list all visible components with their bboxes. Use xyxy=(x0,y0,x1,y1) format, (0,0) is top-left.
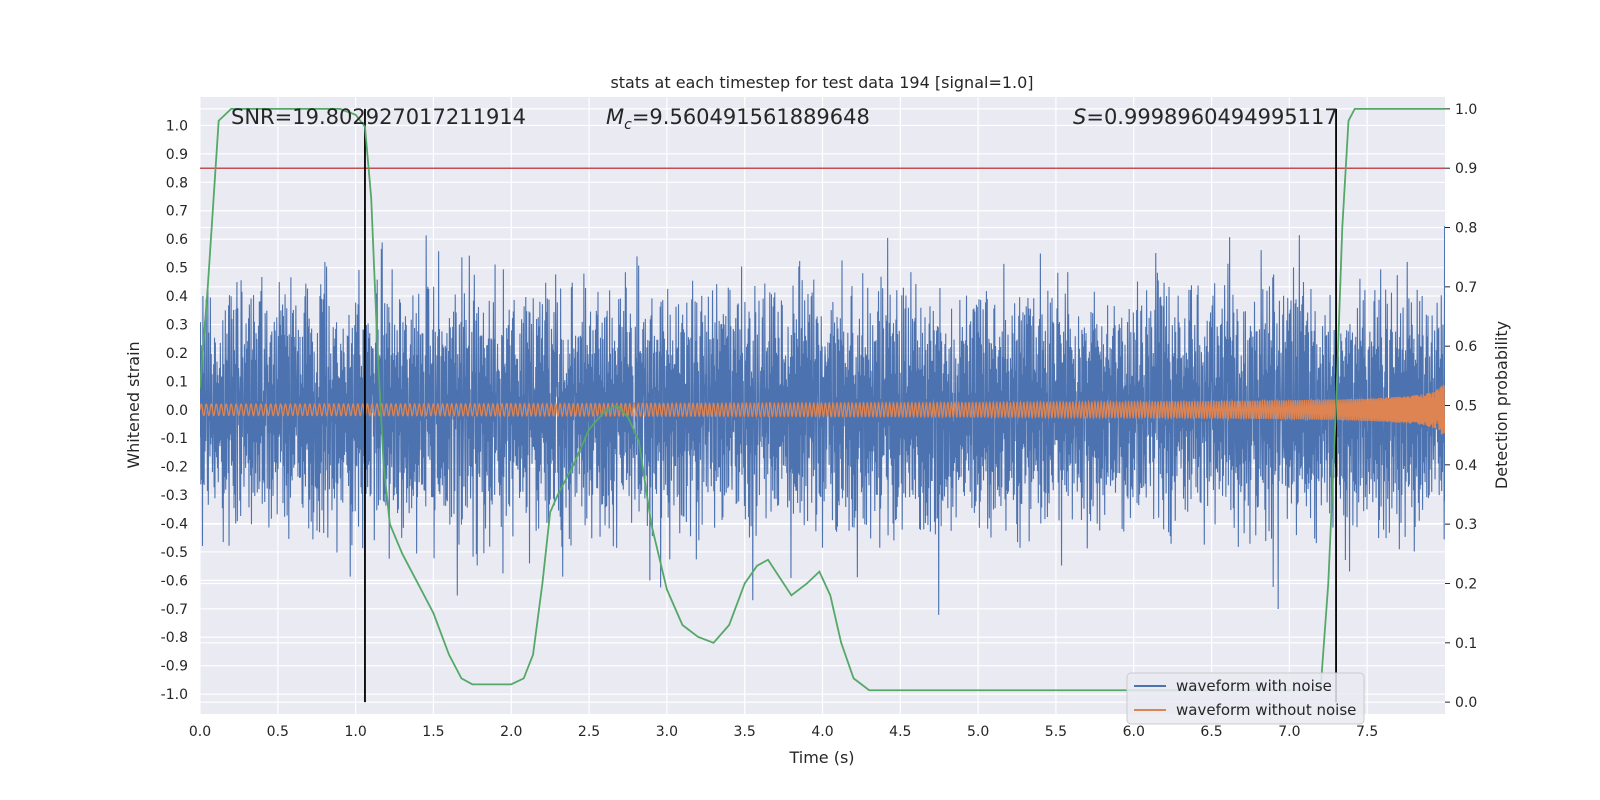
y2-tick-label: 0.5 xyxy=(1455,399,1477,415)
y-tick-label: -0.5 xyxy=(161,545,188,561)
left-axis-ticks: 1.0 0.9 0.8 0.7 0.6 0.5 0.4 0.3 0.2 0.1 0.0 -0.1 -0.… xyxy=(161,118,188,703)
x-tick-label: 6.5 xyxy=(1200,724,1222,740)
x-tick-label: 5.5 xyxy=(1045,724,1067,740)
y-tick-label: -1.0 xyxy=(161,687,188,703)
x-tick-label: 4.0 xyxy=(811,724,833,740)
y2-tick-label: 0.8 xyxy=(1455,221,1477,237)
y-tick-label: 0.6 xyxy=(166,232,188,248)
x-axis-ticks: 0.0 0.5 1.0 1.5 2.0 2.5 3.0 3.5 4.0 4.5 5.0 5.5 6.0 6… xyxy=(189,724,1378,740)
y-tick-label: -0.9 xyxy=(161,659,188,675)
y-tick-label: 0.1 xyxy=(166,374,188,390)
y-tick-label: 0.8 xyxy=(166,175,188,191)
y-tick-label: -0.2 xyxy=(161,460,188,476)
y-tick-label: -0.7 xyxy=(161,602,188,618)
y-tick-label: 1.0 xyxy=(166,118,188,134)
y2-tick-label: 0.6 xyxy=(1455,339,1477,355)
y-tick-label: 0.0 xyxy=(166,403,188,419)
mc-value: =9.560491561889648 xyxy=(632,105,870,129)
y-tick-label: 0.2 xyxy=(166,346,188,362)
mc-subscript: c xyxy=(624,117,632,133)
x-tick-label: 2.0 xyxy=(500,724,522,740)
y-tick-label: 0.3 xyxy=(166,317,188,333)
s-symbol: S xyxy=(1073,105,1086,129)
x-tick-label: 1.5 xyxy=(422,724,444,740)
chirp-mass-annotation: Mc=9.560491561889648 xyxy=(606,105,870,133)
right-axis-ticks: 1.0 0.9 0.8 0.7 0.6 0.5 0.4 0.3 0.2 0.1 0.0 xyxy=(1445,102,1477,711)
legend-label-noisy: waveform with noise xyxy=(1176,677,1332,695)
y-axis-label: Whitened strain xyxy=(124,341,143,468)
x-tick-label: 5.0 xyxy=(967,724,989,740)
y-tick-label: -0.4 xyxy=(161,516,188,532)
chart-title: stats at each timestep for test data 194… xyxy=(610,73,1033,92)
series-layer xyxy=(200,107,1445,703)
mc-symbol: M xyxy=(606,105,624,129)
x-axis-label: Time (s) xyxy=(788,748,854,767)
y-tick-label: 0.4 xyxy=(166,289,188,305)
x-tick-label: 6.0 xyxy=(1123,724,1145,740)
y2-axis-label: Detection probability xyxy=(1492,321,1511,489)
y-tick-label: 0.7 xyxy=(166,204,188,220)
x-tick-label: 3.5 xyxy=(734,724,756,740)
series-detection-probability xyxy=(200,107,1445,692)
series-waveform-with-noise xyxy=(200,226,1445,615)
y2-tick-label: 0.9 xyxy=(1455,161,1477,177)
x-tick-label: 0.5 xyxy=(267,724,289,740)
y-tick-label: 0.5 xyxy=(166,261,188,277)
y2-tick-label: 0.4 xyxy=(1455,458,1477,474)
series-waveform-without-noise xyxy=(200,384,1445,435)
y2-tick-label: 1.0 xyxy=(1455,102,1477,118)
y-tick-label: -0.6 xyxy=(161,573,188,589)
score-annotation: S=0.9998960494995117 xyxy=(1073,105,1338,129)
y-tick-label: -0.8 xyxy=(161,630,188,646)
legend: waveform with noise waveform without noi… xyxy=(1126,672,1365,725)
x-tick-label: 0.0 xyxy=(189,724,211,740)
x-tick-label: 2.5 xyxy=(578,724,600,740)
y2-tick-label: 0.2 xyxy=(1455,576,1477,592)
x-tick-label: 1.0 xyxy=(344,724,366,740)
x-tick-label: 7.0 xyxy=(1278,724,1300,740)
y-tick-label: -0.1 xyxy=(161,431,188,447)
s-value: =0.9998960494995117 xyxy=(1086,105,1337,129)
snr-annotation: SNR=19.802927017211914 xyxy=(231,105,526,129)
x-tick-label: 3.0 xyxy=(656,724,678,740)
y2-tick-label: 0.0 xyxy=(1455,695,1477,711)
y-tick-label: 0.9 xyxy=(166,147,188,163)
y-tick-label: -0.3 xyxy=(161,488,188,504)
y2-tick-label: 0.1 xyxy=(1455,636,1477,652)
legend-label-clean: waveform without noise xyxy=(1176,701,1356,719)
y2-tick-label: 0.7 xyxy=(1455,280,1477,296)
x-tick-label: 7.5 xyxy=(1356,724,1378,740)
y2-tick-label: 0.3 xyxy=(1455,517,1477,533)
legend-box xyxy=(1126,672,1365,725)
x-tick-label: 4.5 xyxy=(889,724,911,740)
